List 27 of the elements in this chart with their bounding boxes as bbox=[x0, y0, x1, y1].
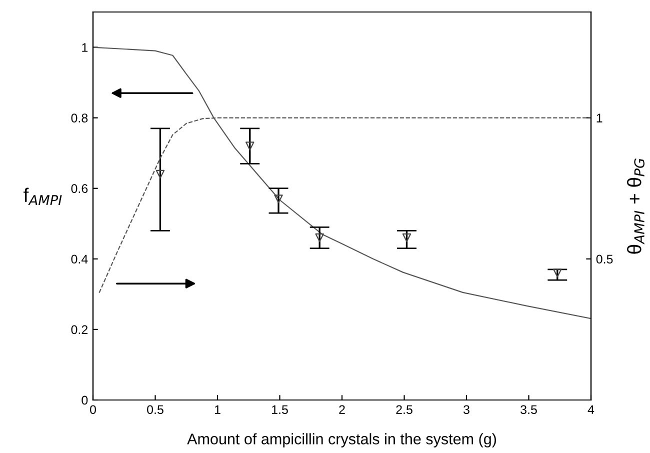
x-tick-label: 3 bbox=[464, 405, 470, 414]
y-tick-label: 0.8 bbox=[71, 114, 88, 122]
x-tick-label: 1 bbox=[214, 405, 220, 414]
point bbox=[315, 233, 324, 242]
x-tick-label: 0 bbox=[90, 405, 96, 414]
point bbox=[246, 142, 254, 150]
x-tick-label: 1.5 bbox=[272, 405, 288, 414]
x-tick-label: 2.5 bbox=[396, 405, 412, 414]
line-series bbox=[93, 46, 591, 320]
y2-axis-title: θ$_{AMPI}$ + θ$_{PG}$ bbox=[627, 158, 644, 254]
point bbox=[553, 268, 562, 278]
x-tick-label: 3.5 bbox=[520, 405, 537, 414]
y-tick-label: 1 bbox=[82, 43, 88, 52]
x-axis-title: Amount of ampicillin crystals in the system (g) bbox=[187, 433, 496, 448]
y-axis-title: f$_{AMPI}$ bbox=[24, 188, 62, 206]
point bbox=[402, 233, 412, 242]
y-tick-label: 0.6 bbox=[71, 184, 88, 194]
point bbox=[274, 194, 283, 204]
x-tick-label: 0.5 bbox=[147, 405, 164, 414]
y-tick-label: 0.2 bbox=[71, 325, 88, 334]
x-tick-label: 4 bbox=[588, 405, 594, 414]
x-tick-label: 2 bbox=[339, 405, 345, 414]
point bbox=[156, 170, 165, 179]
y2-tick-label: 0.5 bbox=[596, 254, 613, 264]
y2-tick-label: 1 bbox=[596, 114, 602, 122]
y-tick-label: 0 bbox=[82, 396, 88, 405]
y-tick-label: 0.4 bbox=[71, 254, 88, 264]
